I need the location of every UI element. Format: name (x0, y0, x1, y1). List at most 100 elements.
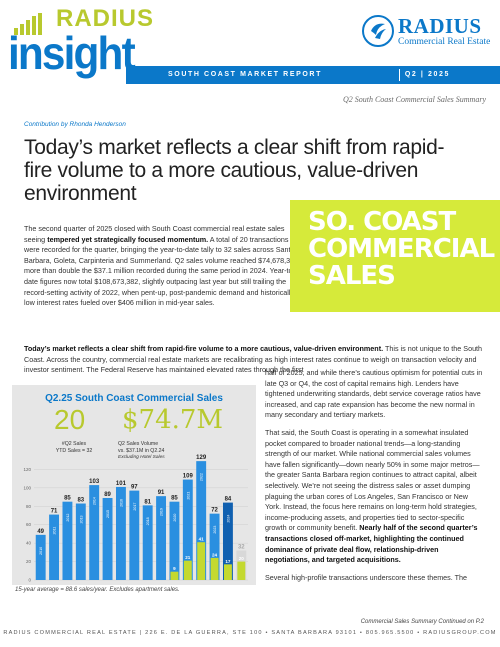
bar-year-label: 2015 (106, 510, 110, 518)
bar-2015 (102, 497, 113, 580)
y-tick-label: 0 (28, 578, 31, 583)
ytd-bar-2025 (237, 561, 246, 580)
bar-year-label: 2010 (39, 547, 43, 555)
bar-value-label: 85 (64, 496, 71, 502)
bar-2014 (89, 485, 100, 580)
right-paragraph-3: Several high-profile transactions unders… (265, 572, 468, 582)
bar-2020 (169, 501, 180, 580)
kpi-q2-sales-label: #Q2 Sales (61, 441, 87, 447)
bar-year-label: 2021 (186, 492, 190, 500)
bar-value-label: 81 (144, 499, 151, 505)
lead-paragraph: Today’s market reflects a clear shift fr… (24, 344, 484, 376)
ytd-value-label: 21 (185, 555, 191, 560)
ytd-value-label: 24 (212, 552, 218, 557)
bar-year-label: 2016 (119, 499, 123, 507)
bar-year-label: 2012 (66, 514, 70, 522)
chart-panel: Q2.25 South Coast Commercial Sales 20 #Q… (12, 385, 256, 585)
ytd-bar-2024 (223, 564, 232, 580)
bar-value-label: 84 (225, 497, 232, 503)
bar-2017 (129, 490, 140, 580)
report-band: SOUTH COAST MARKET REPORT Q2 | 2025 (126, 66, 500, 84)
bar-value-label: 129 (196, 455, 207, 461)
y-tick-label: 80 (26, 504, 32, 509)
headline: Today’s market reflects a clear shift fr… (24, 136, 445, 205)
bar-year-label: 2020 (173, 514, 177, 522)
bar-year-label: 2023 (213, 526, 217, 534)
right-text-2: That said, the South Coast is operating … (265, 427, 480, 533)
bar-value-label: 71 (51, 509, 58, 515)
ytd-bar-2023 (210, 557, 219, 580)
bar-year-label: 2018 (146, 517, 150, 525)
hero-banner: SO. COAST COMMERCIAL SALES (290, 200, 500, 312)
bar-2019 (156, 496, 167, 580)
radius-logo-icon (362, 15, 394, 47)
kpi-volume-compare: vs. $37.1M in Q2.24 (118, 447, 165, 454)
y-tick-label: 120 (23, 467, 31, 472)
bar-year-label: 2017 (133, 503, 137, 511)
report-name: SOUTH COAST MARKET REPORT (168, 71, 322, 78)
hero-line-1: SO. COAST (308, 207, 456, 237)
bar-2016 (115, 486, 126, 580)
kpi-q2-sales-value: 20 (54, 404, 86, 435)
bar-value-label: 49 (37, 529, 44, 535)
band-divider (399, 69, 400, 81)
hero-line-2: COMMERCIAL (308, 234, 495, 264)
ytd-bar-2022 (197, 542, 206, 580)
bar-year-label: 2024 (226, 515, 230, 523)
bar-year-label: 2011 (53, 527, 57, 535)
bar-value-label: 83 (77, 498, 84, 504)
kpi-volume-label: Q2 Sales Volume (118, 441, 159, 447)
bar-2013 (75, 503, 86, 580)
bar-value-label: 72 (211, 508, 218, 514)
radius-logo-subtitle: Commercial Real Estate (398, 37, 491, 47)
kpi-volume-note: Excluding Hotel Sales (118, 455, 165, 460)
intro-text-1: The second quarter of 2025 closed with S… (24, 224, 285, 244)
ytd-value-label: 41 (199, 537, 205, 542)
footer-address: RADIUS COMMERCIAL REAL ESTATE | 226 E. D… (3, 630, 497, 636)
bar-value-label: 32 (238, 545, 245, 551)
bars-logo-icon (14, 13, 50, 35)
radius-logo-name: RADIUS (398, 14, 482, 38)
right-column: half of 2025, and while there’s cautious… (265, 368, 485, 590)
bar-value-label: 101 (116, 481, 127, 487)
bar-year-label: 2022 (200, 473, 204, 481)
bar-2012 (62, 501, 73, 580)
masthead-brand-big: insight (8, 27, 136, 79)
ytd-value-label: 17 (225, 559, 231, 564)
intro-paragraph: The second quarter of 2025 closed with S… (24, 224, 306, 309)
y-tick-label: 40 (26, 541, 32, 546)
hero-line-3: SALES (308, 261, 396, 291)
bar-year-label: 2013 (79, 516, 83, 524)
lead-bold: Today’s market reflects a clear shift fr… (24, 344, 384, 353)
intro-text-2: A total of 20 transactions were recorded… (24, 234, 306, 308)
contribution-byline: Contribution by Rhonda Henderson (24, 121, 126, 128)
bar-2023 (209, 513, 220, 580)
bar-value-label: 109 (183, 474, 194, 480)
continued-note: Commercial Sales Summary Continued on P.… (360, 619, 484, 625)
bar-value-label: 103 (89, 479, 100, 485)
bar-2021 (182, 479, 193, 580)
ytd-value-label: 20 (239, 556, 245, 561)
bar-value-label: 91 (158, 490, 165, 496)
summary-title: Q2 South Coast Commercial Sales Summary (342, 95, 486, 104)
ytd-bar-2020 (170, 571, 179, 580)
intro-bold: tempered yet strategically focused momen… (47, 234, 209, 244)
bar-2024 (222, 502, 233, 580)
bar-value-label: 89 (104, 492, 111, 498)
chart-title: Q2.25 South Coast Commercial Sales (45, 393, 223, 404)
y-tick-label: 20 (26, 559, 32, 564)
bar-year-label: 2019 (160, 508, 164, 516)
masthead: RADIUS insight RADIUS Commercial Real Es… (0, 0, 500, 92)
kpi-q2-sales-caption: #Q2 Sales YTD Sales = 32 (34, 441, 114, 454)
bar-2010 (35, 534, 46, 580)
bar-2018 (142, 505, 153, 580)
chart-footnote: 15-year average = 88.6 sales/year. Exclu… (15, 587, 180, 593)
kpi-ytd-sales-label: YTD Sales = 32 (55, 447, 93, 454)
y-tick-label: 60 (26, 522, 32, 527)
kpi-volume-caption: Q2 Sales Volume vs. $37.1M in Q2.24 Excl… (118, 441, 208, 462)
bar-year-label: 2014 (93, 497, 97, 505)
bar-value-label: 97 (131, 485, 138, 491)
ytd-value-label: 9 (173, 566, 176, 571)
lead-text: This is not unique to the South Coast. A… (24, 344, 483, 375)
right-paragraph-2: That said, the South Coast is operating … (265, 428, 485, 566)
